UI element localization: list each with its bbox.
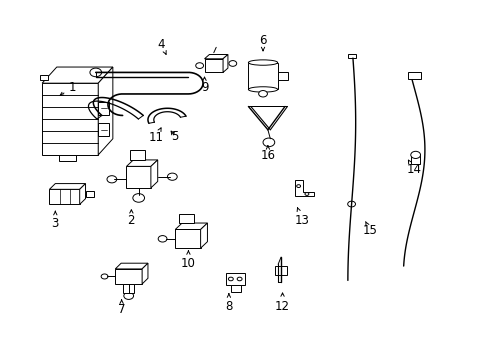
Polygon shape [126, 166, 151, 188]
Circle shape [258, 90, 267, 97]
Polygon shape [175, 229, 200, 248]
Polygon shape [130, 150, 145, 160]
Polygon shape [410, 155, 419, 164]
Text: 16: 16 [260, 146, 275, 162]
Polygon shape [347, 54, 355, 58]
Circle shape [107, 176, 117, 183]
Polygon shape [42, 83, 98, 155]
Polygon shape [40, 75, 48, 80]
Polygon shape [59, 155, 76, 161]
Text: 7: 7 [118, 300, 125, 316]
Text: 4: 4 [158, 38, 166, 54]
Polygon shape [407, 72, 420, 79]
Text: 12: 12 [274, 293, 289, 313]
Polygon shape [151, 160, 158, 188]
Polygon shape [98, 123, 109, 136]
Polygon shape [204, 54, 227, 59]
Circle shape [123, 292, 133, 300]
Polygon shape [294, 180, 314, 196]
Ellipse shape [248, 87, 277, 92]
Circle shape [347, 201, 355, 207]
Circle shape [228, 277, 233, 281]
Circle shape [133, 194, 144, 202]
Polygon shape [98, 67, 113, 155]
Polygon shape [179, 214, 193, 223]
Polygon shape [123, 284, 134, 293]
Circle shape [410, 151, 420, 158]
Circle shape [237, 277, 242, 281]
Text: 1: 1 [60, 81, 77, 95]
Circle shape [263, 138, 274, 147]
Polygon shape [230, 285, 240, 292]
Polygon shape [115, 269, 142, 284]
Text: 8: 8 [225, 294, 232, 313]
Circle shape [305, 193, 308, 195]
Polygon shape [49, 189, 80, 204]
Text: 9: 9 [201, 77, 208, 94]
Text: 15: 15 [362, 222, 377, 238]
Circle shape [167, 173, 177, 180]
Polygon shape [49, 184, 85, 189]
Circle shape [158, 235, 166, 242]
Circle shape [195, 63, 203, 68]
Circle shape [90, 68, 102, 77]
Polygon shape [85, 192, 94, 197]
Text: 6: 6 [259, 34, 266, 51]
Text: 14: 14 [406, 160, 421, 176]
Polygon shape [80, 184, 85, 204]
Polygon shape [204, 59, 223, 72]
Text: 2: 2 [127, 210, 135, 227]
Polygon shape [225, 273, 245, 285]
Polygon shape [248, 63, 277, 89]
Text: 10: 10 [181, 251, 196, 270]
Text: 5: 5 [171, 130, 179, 144]
Polygon shape [275, 266, 286, 275]
Polygon shape [200, 223, 207, 248]
Polygon shape [277, 72, 288, 80]
Polygon shape [175, 223, 207, 229]
Circle shape [296, 185, 300, 188]
Ellipse shape [248, 60, 277, 65]
Text: 3: 3 [52, 211, 59, 230]
Text: 13: 13 [294, 208, 309, 227]
Polygon shape [115, 263, 148, 269]
Polygon shape [42, 67, 113, 83]
Circle shape [228, 60, 236, 66]
Circle shape [101, 274, 108, 279]
Polygon shape [142, 263, 148, 284]
Polygon shape [126, 160, 158, 166]
Polygon shape [223, 54, 227, 72]
Polygon shape [98, 102, 109, 115]
Text: 11: 11 [148, 128, 163, 144]
